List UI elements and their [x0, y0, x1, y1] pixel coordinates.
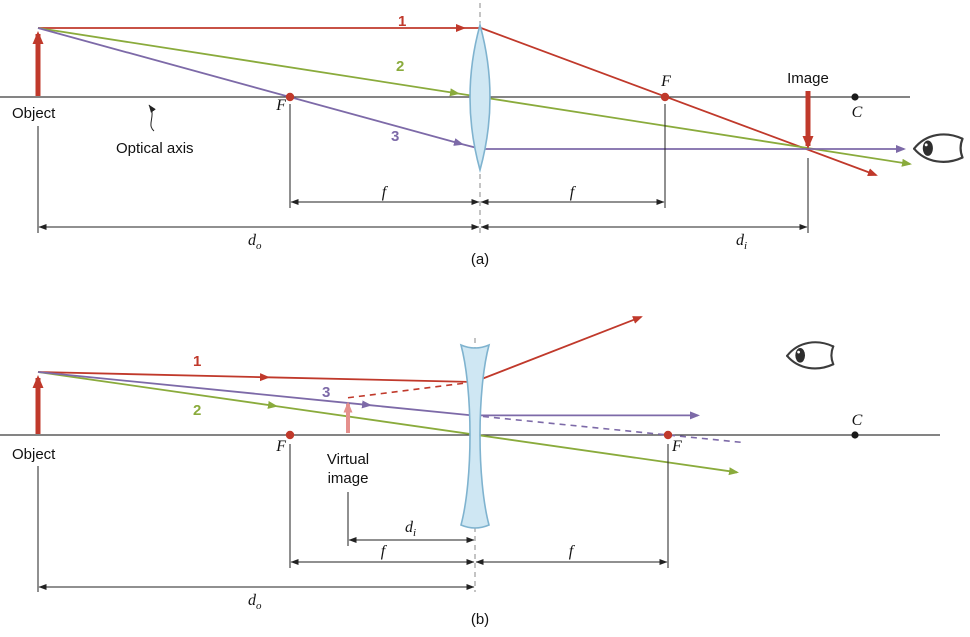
eye-pupil — [795, 347, 806, 363]
ray3-forward-extension-b — [471, 414, 743, 444]
image-label-a: Image — [787, 70, 829, 87]
focal-left-label-a: F — [275, 97, 286, 114]
panel-a: 1 2 3 Object Optical axis Image F F C f … — [0, 3, 964, 268]
focal-left-label-b: F — [275, 438, 286, 455]
curvature-point-dot-b — [851, 431, 859, 439]
f-right-label-b: f — [569, 543, 576, 560]
optical-axis-label: Optical axis — [116, 140, 194, 157]
ray1-incident-b — [37, 371, 475, 383]
do-label-b: do — [248, 592, 262, 612]
f-right-label-a: f — [570, 184, 577, 201]
di-label-b: di — [405, 519, 416, 539]
diverging-lens — [459, 343, 491, 529]
object-label-a: Object — [12, 105, 56, 122]
ray3-incident-b — [37, 371, 473, 417]
eye-icon-a — [913, 133, 964, 163]
f-left-label-b: f — [381, 543, 388, 560]
ray3-incident-a — [37, 27, 482, 150]
ray2-through-center-a — [37, 27, 912, 167]
ray1-refracted-a — [480, 27, 878, 176]
eye-icon-b — [786, 341, 835, 370]
ray2-through-center-b — [37, 371, 739, 476]
caption-b: (b) — [471, 611, 489, 628]
curvature-label-a: C — [852, 104, 863, 121]
ray2-number-b: 2 — [193, 402, 201, 419]
eye-pupil — [922, 140, 933, 156]
ray1-diverged-b — [473, 316, 643, 383]
curvature-label-b: C — [852, 412, 863, 429]
ray3-number-b: 3 — [322, 384, 330, 401]
optical-axis-pointer-arrow — [148, 104, 156, 132]
virtual-image-label-line1: Virtual — [327, 451, 369, 468]
focal-point-left-dot-a — [285, 92, 295, 102]
f-left-label-a: f — [382, 184, 389, 201]
ray1-number-b: 1 — [193, 353, 201, 370]
ray2-number-a: 2 — [396, 58, 404, 75]
ray1-backward-extension-b — [345, 381, 475, 399]
curvature-point-dot-a — [851, 93, 859, 101]
converging-lens — [469, 21, 491, 174]
virtual-image-label-line2: image — [328, 470, 369, 487]
do-label-a: do — [248, 232, 262, 252]
focal-right-label-a: F — [660, 73, 671, 90]
focal-point-left-dot-b — [285, 430, 295, 440]
ray3-number-a: 3 — [391, 128, 399, 145]
focal-right-label-b: F — [671, 438, 682, 455]
caption-a: (a) — [471, 251, 489, 268]
object-label-b: Object — [12, 446, 56, 463]
di-label-a: di — [736, 232, 747, 252]
focal-point-right-dot-a — [660, 92, 670, 102]
ray1-number-a: 1 — [398, 13, 406, 30]
focal-point-right-dot-b — [663, 430, 673, 440]
panel-b: 1 3 2 Object Virtual image F F C di f f … — [0, 316, 940, 628]
